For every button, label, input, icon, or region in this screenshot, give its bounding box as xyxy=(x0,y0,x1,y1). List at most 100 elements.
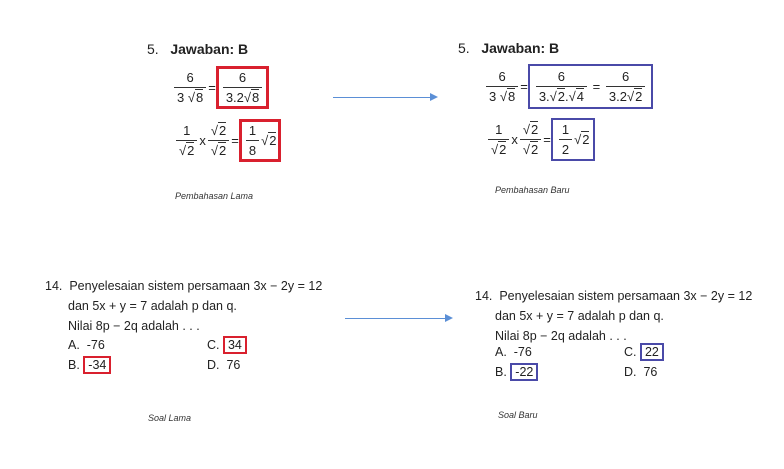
times: x xyxy=(511,132,518,147)
sqrt: √8 xyxy=(499,88,516,104)
option-letter: B. xyxy=(495,365,507,379)
sqrt: √2 xyxy=(261,132,277,148)
option-d: D. 76 xyxy=(207,358,240,372)
denominator: 3.2√8 xyxy=(222,87,263,105)
option-b: B. -34 xyxy=(68,356,112,374)
fraction: 1 √2 xyxy=(176,123,198,158)
numerator: √2 xyxy=(520,121,541,139)
option-letter: D. xyxy=(624,365,637,379)
denominator: 3.2√2 xyxy=(605,86,646,104)
option-c: C. 22 xyxy=(624,343,664,361)
sqrt: √2 xyxy=(574,131,590,147)
equals: = xyxy=(208,80,216,95)
radicand: 8 xyxy=(506,88,516,104)
numerator: 1 xyxy=(561,122,570,137)
numerator: 1 xyxy=(248,123,257,138)
den-text: 3.2 xyxy=(225,90,244,105)
old-discussion-heading: 5. Jawaban: B xyxy=(147,41,248,57)
question-number: 14. xyxy=(45,279,63,293)
numerator: 6 xyxy=(557,69,566,84)
den-text: 3.2 xyxy=(608,89,627,104)
old-question: 14. Penyelesaian sistem persamaan 3x − 2… xyxy=(45,276,322,336)
fraction: √2 √2 xyxy=(519,121,542,157)
numerator: 6 xyxy=(621,69,630,84)
numerator: 6 xyxy=(238,70,247,85)
question-line: dan 5x + y = 7 adalah p dan q. xyxy=(495,309,664,323)
answer-heading: Jawaban: B xyxy=(481,40,560,56)
sqrt: √2 xyxy=(522,141,539,157)
radicand: 2 xyxy=(218,142,227,158)
radicand: 8 xyxy=(194,89,204,105)
radicand: 2 xyxy=(186,142,195,158)
arrow-right-icon xyxy=(333,93,438,101)
highlight-box: 6 3.√2.√4 = 6 3.2√2 xyxy=(527,64,654,109)
old-equation-2: 1 √2 x √2 √2 = 1 8 √2 xyxy=(174,119,282,162)
question-line: Penyelesaian sistem persamaan 3x − 2y = … xyxy=(69,279,323,293)
question-number: 14. xyxy=(475,289,493,303)
option-c: C. 34 xyxy=(207,336,247,354)
option-value: -76 xyxy=(86,338,105,352)
denominator: 8 xyxy=(245,140,260,158)
option-letter: C. xyxy=(207,338,220,352)
times: x xyxy=(199,133,206,148)
question-line: Nilai 8p − 2q adalah . . . xyxy=(495,329,627,343)
radicand: 2 xyxy=(530,141,539,157)
radicand: 2 xyxy=(268,132,277,148)
radicand: 2 xyxy=(218,122,227,138)
equals: = xyxy=(592,79,601,94)
highlight-box: 6 3.2√8 xyxy=(215,66,270,109)
option-value: 76 xyxy=(643,365,658,379)
numerator: 6 xyxy=(186,70,194,85)
highlight-box: 1 8 √2 xyxy=(238,119,282,162)
numerator: √2 xyxy=(208,122,229,140)
option-letter: A. xyxy=(495,345,507,359)
numerator: 1 xyxy=(495,122,503,137)
highlight-box: 1 2 √2 xyxy=(550,118,596,161)
denominator: 3.√2.√4 xyxy=(535,86,588,104)
option-d: D. 76 xyxy=(624,365,657,379)
sqrt: √2 xyxy=(210,122,227,138)
sqrt: √8 xyxy=(243,89,260,105)
option-value: -76 xyxy=(513,345,532,359)
fraction: 1 √2 xyxy=(488,122,510,157)
sqrt: √2 xyxy=(549,88,566,104)
caption-old-discussion: Pembahasan Lama xyxy=(175,191,254,201)
numerator: 6 xyxy=(498,69,506,84)
sqrt: √2 xyxy=(522,121,539,137)
option-letter: B. xyxy=(68,358,80,372)
sqrt: √2 xyxy=(626,88,643,104)
option-value: -22 xyxy=(510,363,539,381)
radicand: 2 xyxy=(581,131,590,147)
radicand: 4 xyxy=(575,88,585,104)
equals: = xyxy=(231,133,239,148)
option-a: A. -76 xyxy=(495,345,532,359)
caption-new-discussion: Pembahasan Baru xyxy=(495,185,570,195)
answer-heading: Jawaban: B xyxy=(170,41,249,57)
question-line: Nilai 8p − 2q adalah . . . xyxy=(68,319,200,333)
caption-old-question: Soal Lama xyxy=(148,413,192,423)
radicand: 8 xyxy=(251,89,260,105)
fraction: 6 3.2√8 xyxy=(222,70,263,105)
sqrt: √2 xyxy=(210,142,227,158)
denominator: √2 xyxy=(176,140,198,158)
option-b: B. -22 xyxy=(495,363,539,381)
equals: = xyxy=(543,132,551,147)
option-value: -34 xyxy=(83,356,112,374)
denominator: 2 xyxy=(558,139,573,157)
item-number: 5. xyxy=(147,41,159,57)
sqrt: √2 xyxy=(491,141,507,157)
radicand: 2 xyxy=(530,121,539,137)
sqrt: √8 xyxy=(187,89,204,105)
option-value: 76 xyxy=(226,358,241,372)
option-letter: C. xyxy=(624,345,637,359)
option-value: 22 xyxy=(639,343,664,361)
denominator: √2 xyxy=(519,139,542,157)
sqrt: √4 xyxy=(568,88,585,104)
radicand: 2 xyxy=(556,88,566,104)
den-text: 3 xyxy=(489,89,500,104)
